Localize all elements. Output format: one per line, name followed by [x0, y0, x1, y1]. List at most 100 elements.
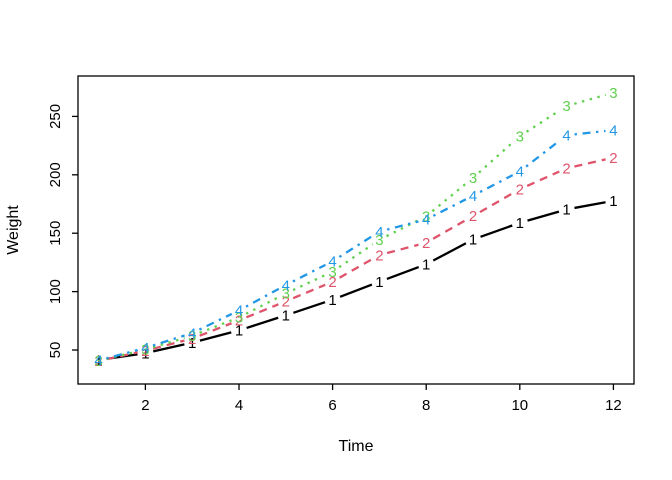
series-2-point-label: 2	[375, 247, 383, 264]
series-2-segment	[245, 303, 279, 319]
series-3-segment	[573, 93, 607, 105]
y-tick-label: 100	[47, 279, 64, 304]
series-4-segment	[525, 139, 561, 168]
series-3-segment	[338, 243, 374, 269]
series-2-point-label: 2	[562, 160, 570, 177]
series-4: 4 4 4 4 4 4 4 4 4 4 4 4	[94, 122, 617, 369]
series-3-segment	[152, 336, 185, 349]
plot-box	[77, 75, 635, 385]
series-3-point-label: 3	[235, 310, 243, 327]
series-1-segment	[527, 210, 560, 222]
x-tick-label: 8	[422, 397, 430, 414]
x-tick-label: 6	[328, 397, 336, 414]
series-2-point-label: 2	[282, 294, 290, 311]
series-4-segment	[292, 263, 326, 283]
series-1-point-label: 1	[141, 345, 149, 362]
y-axis-title: Weight	[5, 205, 22, 255]
series-1-point-label: 1	[375, 274, 383, 291]
y-tick-label: 200	[47, 162, 64, 187]
series-4-point-label: 4	[328, 253, 336, 270]
series-3-segment	[199, 319, 232, 334]
series-4-point-label: 4	[469, 188, 477, 205]
y-tick-label: 50	[47, 342, 64, 359]
series-2-segment	[574, 158, 606, 168]
series-3-point-label: 3	[94, 353, 102, 370]
series-3-point-label: 3	[188, 328, 196, 345]
series-1-segment	[432, 242, 467, 262]
y-tick-label: 250	[47, 104, 64, 129]
series-4-point-label: 4	[609, 122, 617, 139]
series-2-segment	[526, 170, 560, 187]
series-1-segment	[339, 283, 373, 298]
series-2-point-label: 2	[235, 313, 243, 330]
y-tick-label: 150	[47, 221, 64, 246]
series-4-segment	[432, 198, 467, 217]
series-3-point-label: 3	[282, 286, 290, 303]
series-3-segment	[431, 182, 468, 213]
series-2-point-label: 2	[94, 353, 102, 370]
series-3-point-label: 3	[328, 264, 336, 281]
series-3-point-label: 3	[375, 232, 383, 249]
series-4-point-label: 4	[235, 303, 243, 320]
series-3-point-label: 3	[609, 85, 617, 102]
x-tick-label: 10	[511, 397, 528, 414]
series-4-segment	[574, 129, 606, 136]
series-1-point-label: 1	[469, 232, 477, 249]
series-1-point-label: 1	[516, 215, 524, 232]
series-1-segment	[246, 316, 279, 330]
series-2-point-label: 2	[188, 331, 196, 348]
series-1-segment	[152, 343, 185, 353]
series-2-segment	[432, 218, 467, 240]
series-3-segment	[525, 109, 561, 133]
x-tick-label: 2	[141, 397, 149, 414]
series-3-segment	[292, 273, 326, 292]
series-1-segment	[574, 201, 606, 210]
series-3-segment	[386, 218, 420, 238]
series-2-segment	[386, 243, 419, 255]
series-3-point-label: 3	[422, 208, 430, 225]
series-4-point-label: 4	[516, 164, 524, 181]
x-tick-label: 4	[235, 397, 243, 414]
series-2-segment	[199, 322, 232, 337]
series-1-point-label: 1	[562, 202, 570, 219]
series-3: 3 3 3 3 3 3 3 3 3 3 3 3	[94, 85, 617, 370]
series-4-point-label: 4	[188, 325, 196, 342]
series-1-point-label: 1	[328, 292, 336, 309]
series-4-point-label: 4	[375, 224, 383, 241]
series-1-point-label: 1	[94, 352, 102, 369]
series-4-segment	[338, 234, 374, 258]
series-2-segment	[292, 283, 326, 300]
series-2-segment	[479, 192, 514, 214]
series-4-point-label: 4	[422, 212, 430, 229]
series-2-segment	[106, 351, 138, 361]
series-4-segment	[479, 174, 514, 194]
series-1-segment	[480, 224, 513, 238]
series-3-point-label: 3	[562, 98, 570, 115]
series-2-segment	[152, 339, 185, 350]
series-2-point-label: 2	[328, 274, 336, 291]
series-2-point-label: 2	[141, 343, 149, 360]
series-2: 2 2 2 2 2 2 2 2 2 2 2 2	[94, 150, 617, 370]
series-4-point-label: 4	[562, 127, 570, 144]
series-1-point-label: 1	[235, 323, 243, 340]
series-3-segment	[478, 140, 515, 174]
series-4-point-label: 4	[94, 353, 102, 370]
series-4-point-label: 4	[141, 340, 149, 357]
series-1-point-label: 1	[282, 308, 290, 325]
series-1-point-label: 1	[609, 193, 617, 210]
series-3-point-label: 3	[141, 342, 149, 359]
series-4-segment	[198, 312, 233, 331]
series-2-point-label: 2	[516, 181, 524, 198]
series-3-point-label: 3	[469, 170, 477, 187]
x-axis: 2 4 6 8 10 12	[141, 384, 622, 414]
series-1-point-label: 1	[188, 335, 196, 352]
x-tick-label: 12	[605, 397, 622, 414]
series-2-point-label: 2	[422, 235, 430, 252]
series-2-point-label: 2	[609, 150, 617, 167]
series-1-segment	[386, 265, 420, 280]
series-2-point-label: 2	[469, 208, 477, 225]
y-axis: 50 100 150 200 250	[47, 104, 78, 358]
series-1-segment	[293, 301, 326, 314]
